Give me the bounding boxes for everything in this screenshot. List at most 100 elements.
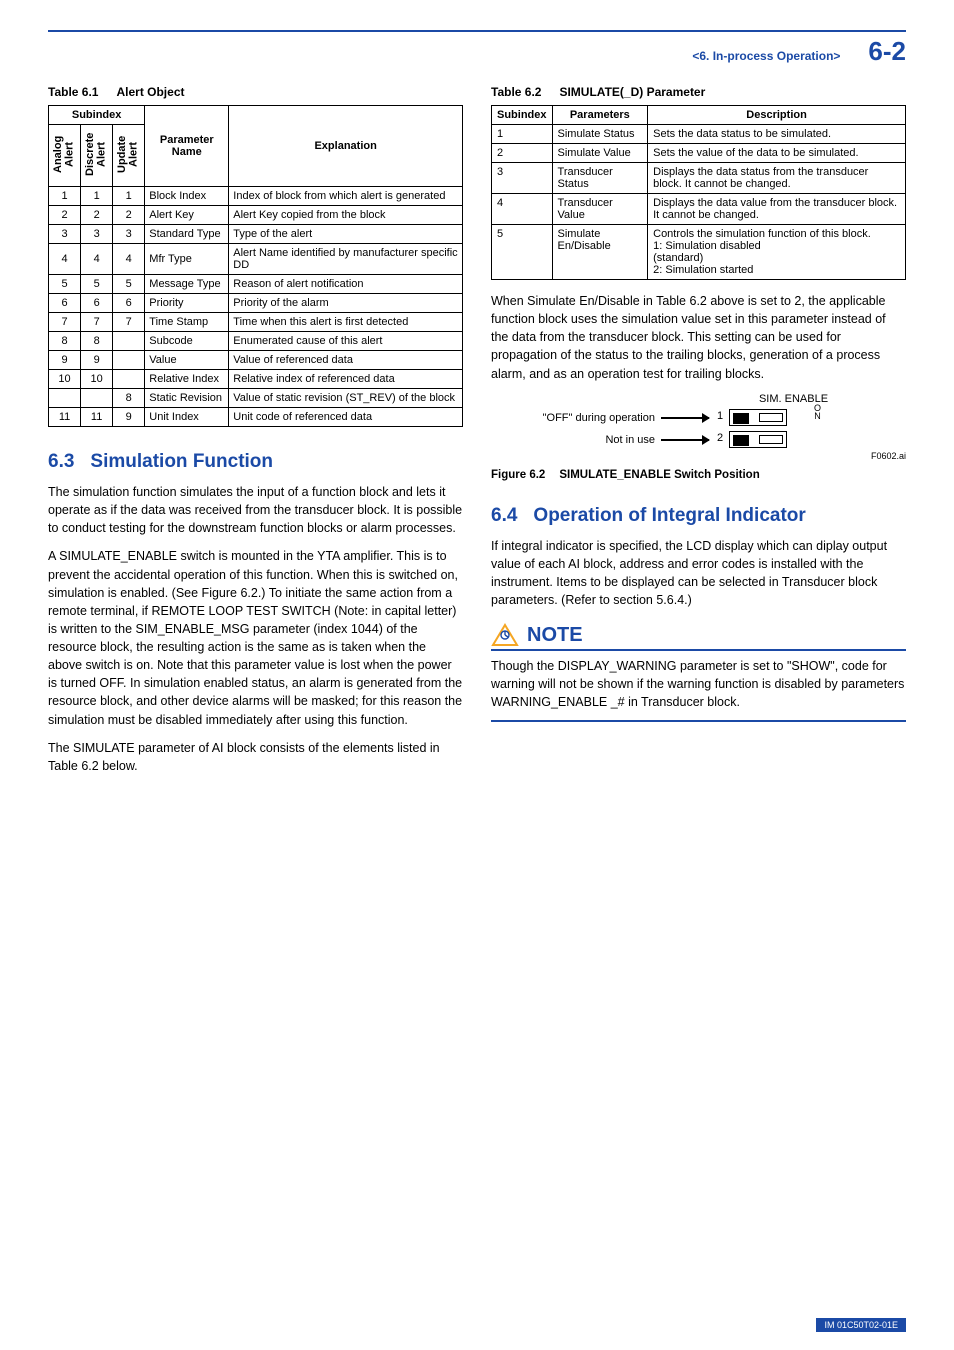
table-row: 777Time StampTime when this alert is fir… bbox=[49, 313, 463, 332]
table-cell: 11 bbox=[49, 408, 81, 427]
switch-1-num: 1 bbox=[717, 410, 723, 422]
table-cell: Time when this alert is first detected bbox=[229, 313, 463, 332]
table-cell: 10 bbox=[49, 370, 81, 389]
table-cell: 6 bbox=[113, 294, 145, 313]
table-cell: Alert Key bbox=[145, 206, 229, 225]
t62-h1: Subindex bbox=[492, 106, 553, 125]
table-cell bbox=[49, 389, 81, 408]
para-6-3-2: A SIMULATE_ENABLE switch is mounted in t… bbox=[48, 547, 463, 728]
subindex-header: Subindex bbox=[49, 106, 145, 125]
table-cell: Value of referenced data bbox=[229, 351, 463, 370]
table-cell: Alert Name identified by manufacturer sp… bbox=[229, 244, 463, 275]
figure-6-2-caption: Figure 6.2 SIMULATE_ENABLE Switch Positio… bbox=[491, 469, 906, 481]
table-cell: 3 bbox=[81, 225, 113, 244]
table-cell: 1 bbox=[81, 187, 113, 206]
table-cell: 1 bbox=[492, 125, 553, 144]
table-cell: Value of static revision (ST_REV) of the… bbox=[229, 389, 463, 408]
update-alert-header: Update Alert bbox=[113, 125, 145, 187]
figure-6-2-title: SIMULATE_ENABLE Switch Position bbox=[559, 469, 759, 481]
table-row: 5Simulate En/DisableControls the simulat… bbox=[492, 225, 906, 280]
figure-code: F0602.ai bbox=[491, 451, 906, 461]
table-row: 1Simulate StatusSets the data status to … bbox=[492, 125, 906, 144]
header-page-number: 6-2 bbox=[868, 36, 906, 67]
para-6-3-3: The SIMULATE parameter of AI block consi… bbox=[48, 739, 463, 775]
table-cell: Simulate En/Disable bbox=[552, 225, 648, 280]
table-cell: Controls the simulation function of this… bbox=[648, 225, 906, 280]
sim-row1-label: "OFF" during operation bbox=[491, 412, 661, 424]
table-cell: Block Index bbox=[145, 187, 229, 206]
table-cell: 5 bbox=[81, 275, 113, 294]
table-cell: Enumerated cause of this alert bbox=[229, 332, 463, 351]
table-row: 1010Relative IndexRelative index of refe… bbox=[49, 370, 463, 389]
table-cell bbox=[113, 351, 145, 370]
arrow-icon bbox=[661, 439, 709, 441]
table-cell: Transducer Status bbox=[552, 163, 648, 194]
section-6-3-heading: 6.3 Simulation Function bbox=[48, 451, 463, 473]
sim-enable-diagram: SIM. ENABLE "OFF" during operation 1 O N bbox=[491, 393, 906, 461]
table-cell: 11 bbox=[81, 408, 113, 427]
table-cell: 5 bbox=[49, 275, 81, 294]
table-cell: Value bbox=[145, 351, 229, 370]
table-cell: Priority of the alarm bbox=[229, 294, 463, 313]
table-cell: 4 bbox=[81, 244, 113, 275]
table-cell: 2 bbox=[49, 206, 81, 225]
table-cell: 1 bbox=[113, 187, 145, 206]
table-cell: Mfr Type bbox=[145, 244, 229, 275]
table-cell: Static Revision bbox=[145, 389, 229, 408]
param-name-header: Parameter Name bbox=[145, 106, 229, 187]
table-cell: Index of block from which alert is gener… bbox=[229, 187, 463, 206]
table-cell: 7 bbox=[113, 313, 145, 332]
section-6-4-title: Operation of Integral Indicator bbox=[533, 505, 906, 527]
table-row: 88 SubcodeEnumerated cause of this alert bbox=[49, 332, 463, 351]
warning-icon bbox=[491, 623, 519, 647]
table-row: 3Transducer StatusDisplays the data stat… bbox=[492, 163, 906, 194]
section-6-3-num: 6.3 bbox=[48, 451, 74, 473]
table-6-1-num: Table 6.1 bbox=[48, 85, 98, 99]
table-cell: 3 bbox=[49, 225, 81, 244]
table-row: 4Transducer ValueDisplays the data value… bbox=[492, 194, 906, 225]
table-cell: 8 bbox=[49, 332, 81, 351]
table-cell: 7 bbox=[81, 313, 113, 332]
sim-row2-label: Not in use bbox=[491, 434, 661, 446]
figure-6-2-num: Figure 6.2 bbox=[491, 469, 545, 481]
table-cell: Priority bbox=[145, 294, 229, 313]
para-6-4: If integral indicator is specified, the … bbox=[491, 537, 906, 610]
table-row: 666PriorityPriority of the alarm bbox=[49, 294, 463, 313]
table-cell bbox=[113, 370, 145, 389]
table-row: 111Block IndexIndex of block from which … bbox=[49, 187, 463, 206]
table-cell: 2 bbox=[492, 144, 553, 163]
section-6-4-num: 6.4 bbox=[491, 505, 517, 527]
table-cell: 2 bbox=[113, 206, 145, 225]
table-cell: Subcode bbox=[145, 332, 229, 351]
table-cell: Relative Index bbox=[145, 370, 229, 389]
table-row: 222Alert KeyAlert Key copied from the bl… bbox=[49, 206, 463, 225]
table-row: 8Static RevisionValue of static revision… bbox=[49, 389, 463, 408]
switch-2-num: 2 bbox=[717, 432, 723, 444]
table-cell: 4 bbox=[492, 194, 553, 225]
para-after-6-2: When Simulate En/Disable in Table 6.2 ab… bbox=[491, 292, 906, 383]
table-cell: Simulate Status bbox=[552, 125, 648, 144]
table-6-1-title: Alert Object bbox=[116, 85, 184, 99]
arrow-icon bbox=[661, 417, 709, 419]
section-6-3-title: Simulation Function bbox=[90, 451, 463, 473]
table-cell: 10 bbox=[81, 370, 113, 389]
table-cell bbox=[113, 332, 145, 351]
t62-h3: Description bbox=[648, 106, 906, 125]
table-6-2-title: SIMULATE(_D) Parameter bbox=[559, 85, 705, 99]
para-6-3-1: The simulation function simulates the in… bbox=[48, 483, 463, 537]
table-row: 555Message TypeReason of alert notificat… bbox=[49, 275, 463, 294]
table-cell: 5 bbox=[492, 225, 553, 280]
table-cell: Transducer Value bbox=[552, 194, 648, 225]
table-cell: 8 bbox=[113, 389, 145, 408]
table-cell: 7 bbox=[49, 313, 81, 332]
note-block: NOTE Though the DISPLAY_WARNING paramete… bbox=[491, 623, 906, 721]
footer-doc-id: IM 01C50T02-01E bbox=[816, 1318, 906, 1332]
discrete-alert-header: Discrete Alert bbox=[81, 125, 113, 187]
note-label: NOTE bbox=[527, 624, 583, 647]
switch-1: 1 O N bbox=[717, 409, 807, 427]
table-cell: 8 bbox=[81, 332, 113, 351]
table-cell: Sets the data status to be simulated. bbox=[648, 125, 906, 144]
table-cell: Unit code of referenced data bbox=[229, 408, 463, 427]
table-cell: Sets the value of the data to be simulat… bbox=[648, 144, 906, 163]
table-row: 333Standard TypeType of the alert bbox=[49, 225, 463, 244]
